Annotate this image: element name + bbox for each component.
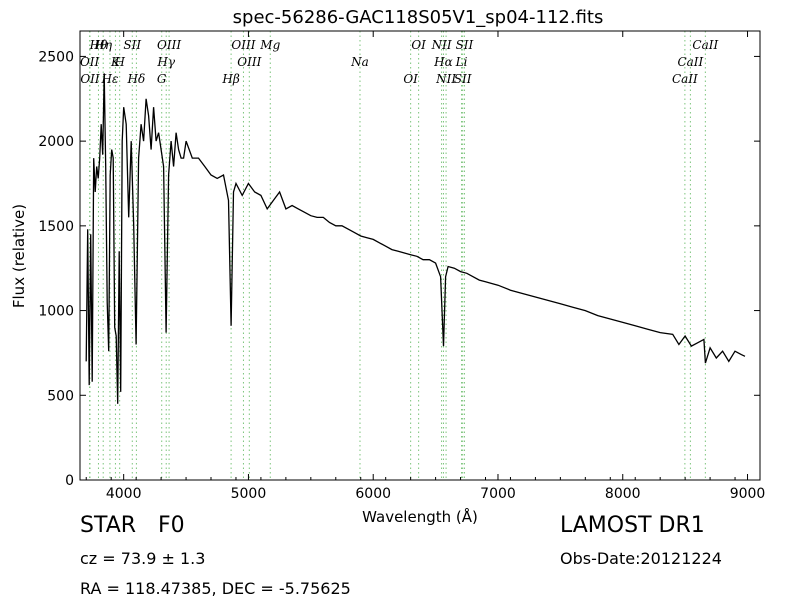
- survey-name: LAMOST DR1: [560, 513, 705, 538]
- x-tick-label: 6000: [355, 486, 391, 502]
- spectral-line-label: OII: [80, 72, 100, 86]
- y-axis-ticks: 0 500 1000 1500 2000 2500: [38, 49, 760, 489]
- spectral-line-label: Hα: [433, 55, 453, 69]
- spectral-line-label: OI: [403, 72, 418, 86]
- object-subclass: F0: [158, 513, 185, 538]
- spectral-line-label: Hγ: [156, 55, 175, 69]
- y-tick-label: 2500: [38, 49, 74, 65]
- plot-frame: [79, 30, 761, 481]
- y-axis-label: Flux (relative): [10, 204, 28, 308]
- spectral-line-label: CaII: [672, 72, 698, 86]
- spectral-line-label: CaII: [692, 38, 718, 52]
- x-tick-label: 7000: [480, 486, 516, 502]
- y-tick-label: 0: [65, 473, 74, 489]
- spectral-line-label: Na: [350, 55, 369, 69]
- spectral-line-label: Hθ: [89, 38, 108, 52]
- x-axis-ticks: 4000 5000 6000 7000 8000 9000: [85, 31, 766, 502]
- x-tick-label: 8000: [605, 486, 641, 502]
- spectral-line-label: OIII: [237, 55, 261, 69]
- x-axis-label: Wavelength (Å): [362, 507, 478, 526]
- coordinates: RA = 118.47385, DEC = -5.75625: [80, 579, 351, 598]
- spectral-line-label: Hη: [93, 38, 112, 52]
- spectral-line-label: Li: [455, 55, 468, 69]
- object-class: STAR: [80, 513, 137, 538]
- spectral-line-label: NII: [435, 72, 456, 86]
- spectral-line-label: Mg: [259, 38, 280, 52]
- spectral-line-label: K: [110, 55, 121, 69]
- spectral-line-labels: Hθ OII OII Hη K Hε SII HHδ OIII Hγ G OIII OIII Hβ Mg Na…: [80, 38, 719, 86]
- x-tick-label: 5000: [231, 486, 267, 502]
- spectral-line-label: SII: [456, 38, 474, 52]
- spectral-line-label: SII: [123, 38, 141, 52]
- spectral-line-label: NII: [431, 38, 452, 52]
- spectral-line-label: Hε: [100, 72, 118, 86]
- spectral-line-markers: [89, 31, 706, 480]
- spectral-line-label: CaII: [677, 55, 703, 69]
- observation-date: Obs-Date:20121224: [560, 549, 722, 568]
- spectrum-line: [85, 73, 746, 404]
- y-tick-label: 1000: [38, 304, 74, 320]
- redshift-text: cz = 73.9 ± 1.3: [80, 549, 206, 568]
- spectral-line-label: OI: [411, 38, 426, 52]
- spectral-line-label: G: [157, 72, 167, 86]
- x-tick-label: 9000: [730, 486, 766, 502]
- spectral-line-label: Hδ: [127, 72, 146, 86]
- spectral-line-label: OIII: [157, 38, 181, 52]
- x-tick-label: 4000: [106, 486, 142, 502]
- spectral-line-label: SII: [454, 72, 472, 86]
- y-tick-label: 2000: [38, 134, 74, 150]
- spectral-line-label: Hβ: [221, 72, 239, 86]
- chart-title: spec-56286-GAC118S05V1_sp04-112.fits: [233, 7, 604, 28]
- y-tick-label: 1500: [38, 219, 74, 235]
- y-tick-label: 500: [47, 388, 74, 404]
- spectral-line-label: OII: [80, 55, 100, 69]
- spectral-line-label: OIII: [231, 38, 255, 52]
- spectral-line-label: H: [113, 55, 125, 69]
